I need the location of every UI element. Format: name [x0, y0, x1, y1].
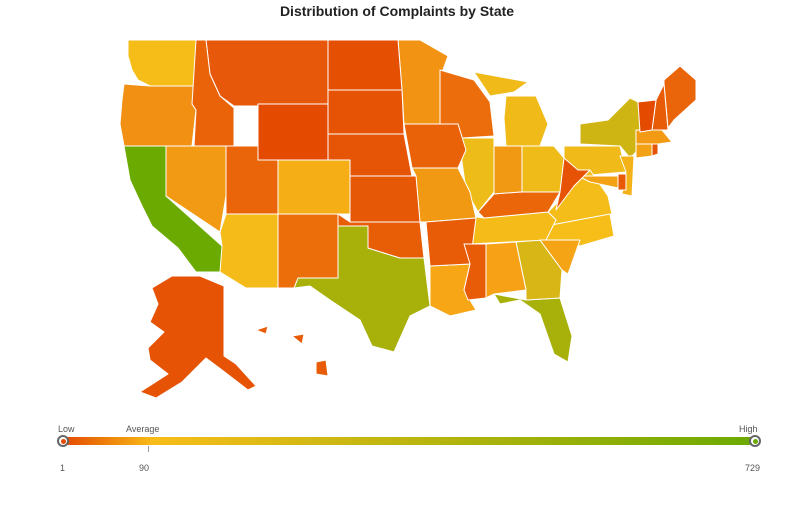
- state-ms[interactable]: [463, 243, 487, 301]
- state-ri[interactable]: [651, 143, 659, 157]
- state-wv[interactable]: [555, 157, 591, 211]
- state-az[interactable]: [219, 213, 279, 289]
- state-fl[interactable]: [493, 293, 573, 363]
- state-wy[interactable]: [257, 103, 329, 161]
- state-id[interactable]: [191, 39, 235, 147]
- state-pa[interactable]: [563, 145, 627, 177]
- legend-max-slider-handle[interactable]: [749, 435, 761, 447]
- state-sc[interactable]: [539, 239, 581, 275]
- legend-average-value: 90: [139, 463, 150, 473]
- state-in[interactable]: [493, 145, 523, 195]
- state-de[interactable]: [617, 173, 627, 191]
- legend-min-value: 1: [60, 463, 66, 473]
- state-mi[interactable]: [473, 71, 549, 147]
- state-vt[interactable]: [637, 99, 657, 133]
- state-me[interactable]: [663, 65, 697, 129]
- legend-max-dot: [753, 439, 758, 444]
- legend-average-tick: [148, 446, 149, 452]
- state-ak[interactable]: [139, 275, 257, 399]
- legend-average-label: Average: [126, 424, 160, 434]
- state-sd[interactable]: [327, 89, 405, 135]
- legend-max-value: 729: [745, 463, 761, 473]
- state-ok[interactable]: [337, 213, 425, 259]
- state-or[interactable]: [119, 83, 197, 147]
- state-mt[interactable]: [205, 39, 329, 107]
- state-nd[interactable]: [327, 39, 403, 91]
- state-ia[interactable]: [403, 123, 467, 169]
- legend-high-label: High: [739, 424, 758, 434]
- chart-title: Distribution of Complaints by State: [279, 3, 515, 19]
- legend-min-slider-handle[interactable]: [57, 435, 69, 447]
- legend-min-dot: [61, 439, 66, 444]
- legend-gradient-bar: [64, 437, 757, 445]
- legend-low-label: Low: [58, 424, 75, 434]
- state-hi[interactable]: [255, 325, 329, 377]
- state-ct[interactable]: [635, 143, 653, 159]
- state-oh[interactable]: [521, 145, 565, 193]
- state-ks[interactable]: [349, 175, 421, 223]
- state-wa[interactable]: [127, 39, 197, 87]
- state-co[interactable]: [277, 159, 351, 215]
- state-nm[interactable]: [277, 213, 339, 289]
